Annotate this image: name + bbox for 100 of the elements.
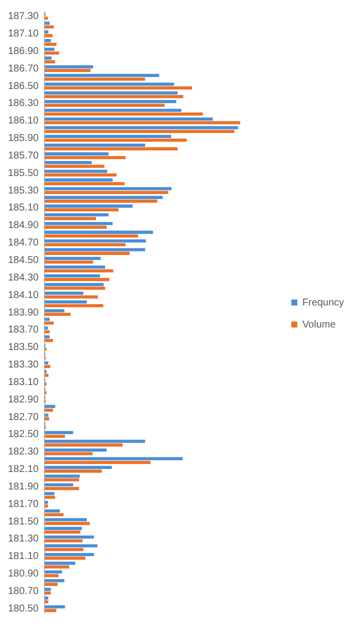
- bar: [44, 213, 109, 216]
- bar: [44, 282, 104, 286]
- bar: [44, 431, 74, 434]
- y-tick-label: 186.10: [8, 116, 40, 127]
- bar: [44, 216, 96, 220]
- bar: [44, 448, 107, 452]
- y-tick-label: 180.50: [8, 603, 40, 614]
- bar: [44, 222, 113, 226]
- y-tick-label: 187.30: [8, 11, 40, 22]
- bar: [44, 144, 146, 147]
- bar: [44, 509, 60, 513]
- y-tick-label: 181.70: [8, 498, 40, 510]
- y-tick-label: 183.30: [8, 360, 40, 371]
- y-tick-label: 183.90: [8, 307, 40, 318]
- bar: [44, 570, 62, 574]
- bar: [44, 605, 65, 608]
- bar: [44, 234, 138, 238]
- bar: [44, 187, 172, 190]
- legend-label: Frequncy: [302, 297, 344, 308]
- bar: [44, 562, 76, 565]
- bar: [44, 365, 50, 368]
- bar: [44, 256, 101, 260]
- bar: [44, 68, 91, 72]
- bar: [44, 173, 117, 177]
- bar: [44, 536, 94, 539]
- bar: [44, 266, 106, 269]
- bar: [44, 579, 64, 582]
- bar: [44, 292, 84, 295]
- bar: [44, 190, 168, 194]
- y-tick-label: 180.70: [8, 586, 40, 597]
- bar: [44, 121, 240, 124]
- y-tick-label: 182.90: [8, 394, 40, 406]
- bar: [44, 483, 74, 486]
- bar: [44, 592, 51, 595]
- bar: [44, 34, 52, 38]
- bar: [44, 252, 130, 255]
- bar: [44, 452, 93, 456]
- bar: [44, 295, 98, 299]
- y-tick-label: 182.10: [8, 464, 40, 476]
- bar: [44, 518, 87, 522]
- bar: [44, 138, 187, 142]
- bar: [44, 466, 112, 470]
- bar: [44, 182, 125, 186]
- bar: [44, 408, 53, 412]
- y-tick-label: 184.70: [8, 238, 40, 249]
- y-tick-label: 184.30: [8, 272, 40, 284]
- bar: [44, 178, 113, 182]
- bar: [44, 82, 174, 86]
- bar: [44, 134, 172, 138]
- bar: [44, 304, 104, 308]
- bar: [44, 300, 87, 304]
- bar: [44, 25, 54, 28]
- bar: [44, 164, 104, 168]
- bar: [44, 147, 178, 150]
- bar: [44, 161, 92, 164]
- y-tick-label: 182.50: [8, 429, 40, 440]
- y-tick-label: 180.90: [8, 568, 40, 580]
- y-tick-label: 184.10: [8, 290, 40, 301]
- y-tick-label: 183.70: [8, 324, 40, 336]
- y-tick-label: 186.90: [8, 46, 40, 57]
- bar: [44, 60, 56, 64]
- y-tick-label: 183.10: [8, 376, 40, 388]
- bar: [44, 156, 126, 160]
- bar: [44, 274, 100, 278]
- bar: [44, 565, 70, 569]
- y-tick-label: 185.90: [8, 133, 40, 144]
- bar: [44, 600, 48, 604]
- bar: [44, 152, 109, 156]
- bar: [44, 74, 160, 78]
- bar: [44, 39, 51, 42]
- bar: [44, 309, 64, 312]
- bar: [44, 51, 60, 55]
- bar: [44, 582, 58, 586]
- y-tick-label: 181.10: [8, 551, 40, 562]
- bar: [44, 108, 182, 112]
- y-tick-label: 187.10: [8, 28, 40, 40]
- y-tick-label: 186.30: [8, 98, 40, 110]
- bar: [44, 42, 57, 46]
- y-tick-label: 185.30: [8, 185, 40, 196]
- bar: [44, 48, 54, 51]
- bar: [44, 374, 48, 377]
- bar: [44, 478, 80, 482]
- y-tick-label: 185.50: [8, 168, 40, 179]
- bar: [44, 243, 126, 246]
- bar: [44, 78, 146, 81]
- bar: [44, 312, 71, 316]
- bar: [44, 170, 108, 173]
- bar: [44, 226, 107, 229]
- y-tick-label: 181.50: [8, 516, 40, 528]
- y-tick-label: 185.70: [8, 150, 40, 162]
- bar: [44, 208, 119, 212]
- y-tick-label: 181.30: [8, 534, 40, 545]
- bar: [44, 608, 56, 612]
- bar: [44, 239, 146, 243]
- bar: [44, 130, 234, 134]
- bar: [44, 460, 151, 464]
- bar: [44, 544, 98, 548]
- legend-label: Volume: [302, 319, 336, 330]
- y-tick-label: 183.50: [8, 342, 40, 354]
- bar: [44, 91, 178, 94]
